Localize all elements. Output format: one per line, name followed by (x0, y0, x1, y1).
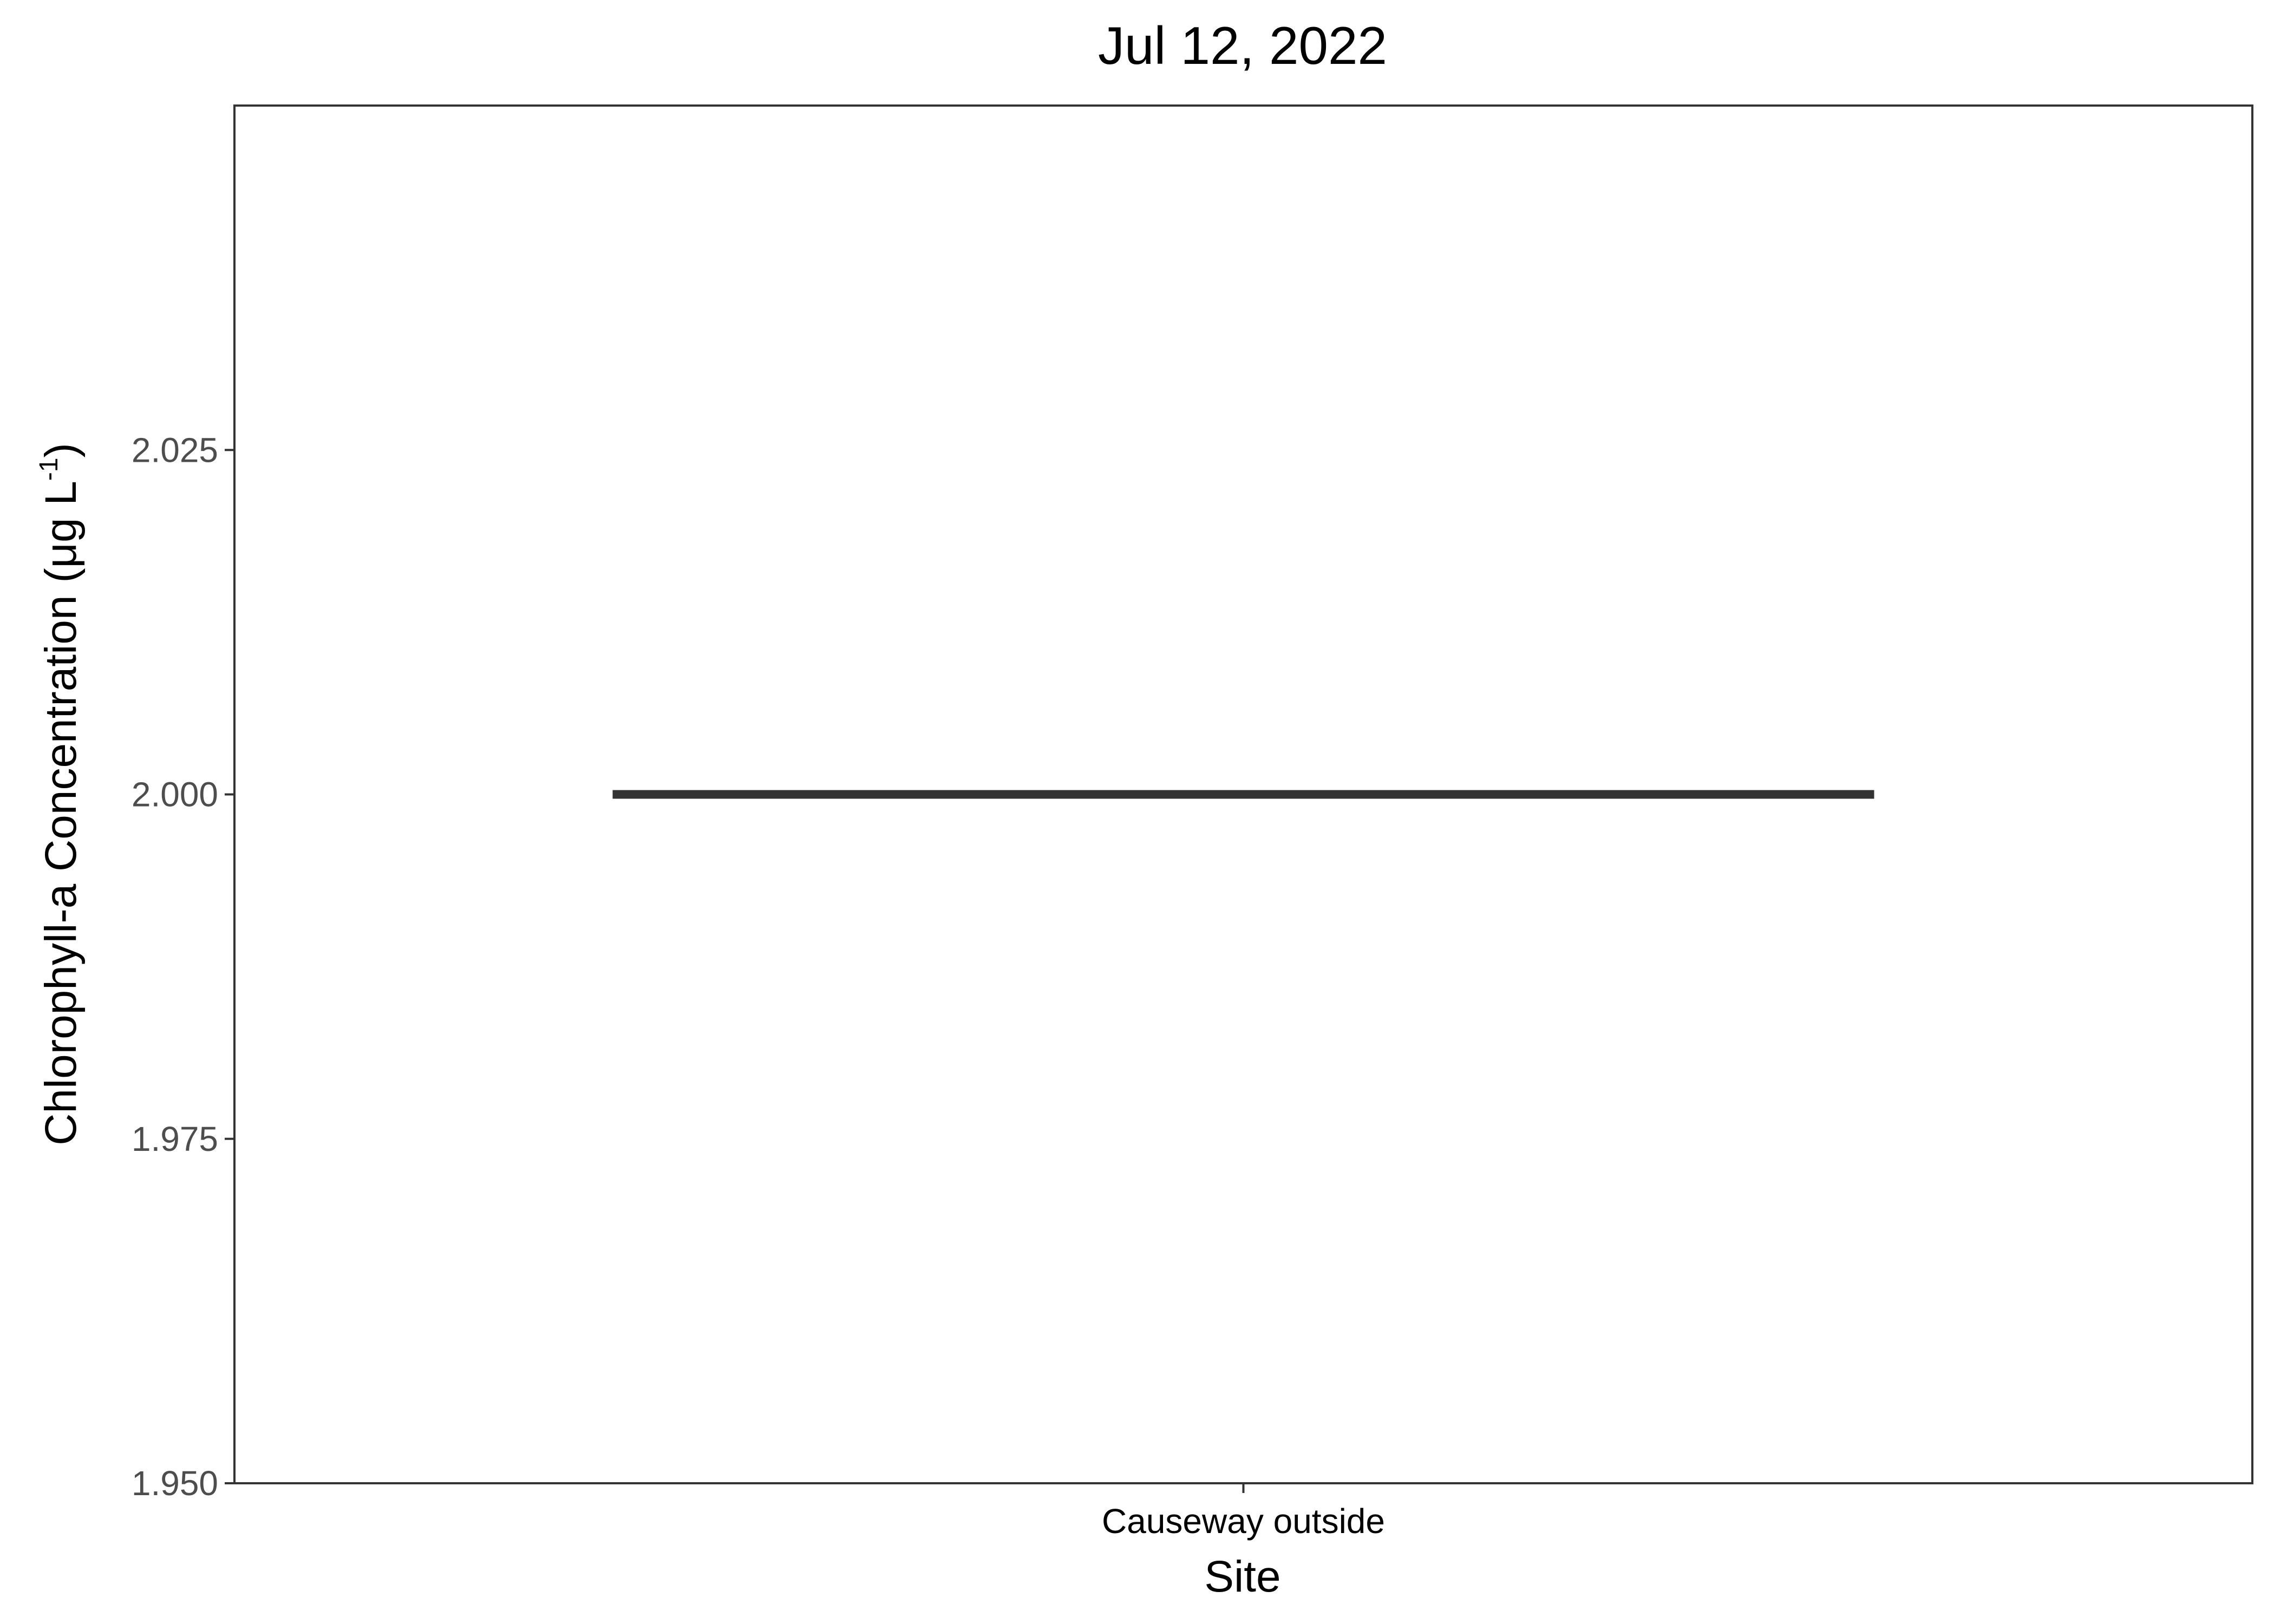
x-axis-label: Site (1204, 1552, 1280, 1601)
y-tick-label: 2.025 (132, 430, 218, 469)
x-axis-ticks: Causeway outside (1102, 1483, 1385, 1541)
x-tick-label: Causeway outside (1102, 1502, 1385, 1541)
y-tick-label: 2.000 (132, 775, 218, 814)
y-axis-label-close: ) (36, 443, 86, 457)
y-axis-label: Chlorophyll-a Concentration (μg L-1) (35, 443, 86, 1145)
y-axis-ticks: 1.950 1.975 2.000 2.025 (132, 430, 234, 1503)
y-tick-label: 1.950 (132, 1464, 218, 1503)
y-axis-label-main: Chlorophyll-a Concentration (μg L (36, 481, 86, 1145)
chart-title: Jul 12, 2022 (1098, 16, 1387, 75)
y-tick-label: 1.975 (132, 1119, 218, 1158)
y-axis-label-superscript: -1 (35, 457, 63, 481)
